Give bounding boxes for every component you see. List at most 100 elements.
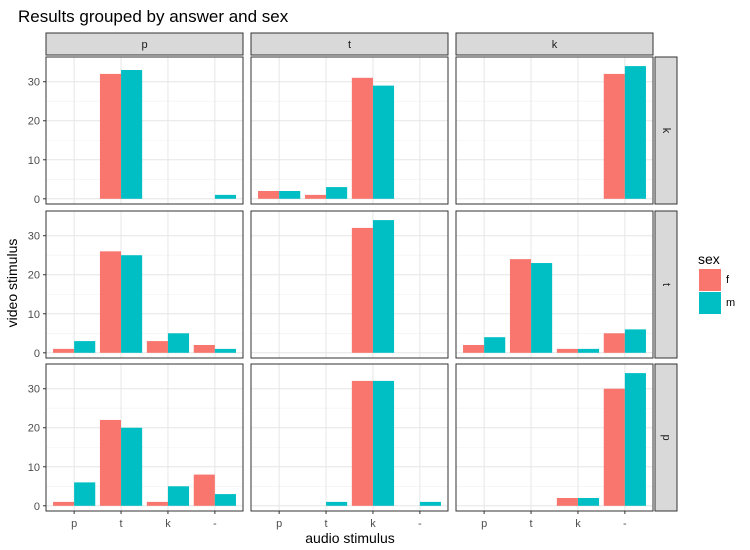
x-tick-label: k <box>165 518 171 530</box>
bar-f-t <box>509 259 532 353</box>
panel-k-t <box>455 210 654 359</box>
bar-m-k <box>372 220 395 353</box>
bar-f-k <box>556 497 578 506</box>
panel-p-t: 0 10 20 30 <box>28 210 244 360</box>
legend: sex fm <box>698 251 735 314</box>
row-strip-bg <box>654 363 678 512</box>
bar-m-p <box>74 341 96 353</box>
bar-m-p <box>484 337 506 353</box>
bar-m-t <box>326 501 348 506</box>
bar-m-- <box>624 329 646 353</box>
column-strip-bg <box>45 32 244 56</box>
bar-m-t <box>121 70 143 199</box>
row-strip-label: p <box>660 434 672 440</box>
bar-m-p <box>279 190 301 199</box>
bar-m-- <box>214 348 236 353</box>
bar-f-- <box>603 333 625 353</box>
column-strip-k: k <box>455 32 654 56</box>
bar-f-t <box>99 73 122 199</box>
y-tick-label: 10 <box>28 309 40 321</box>
bar-f-p <box>53 348 75 353</box>
panel-border <box>455 56 654 205</box>
column-strip-bg <box>455 32 654 56</box>
column-strip-label: t <box>348 39 351 51</box>
panel-border <box>45 210 244 359</box>
row-strip-label: t <box>660 283 672 286</box>
bar-m-- <box>624 66 646 199</box>
bar-m-- <box>624 373 646 506</box>
bar-m-k <box>577 497 600 506</box>
legend-swatch <box>699 269 721 291</box>
x-tick-label: - <box>213 518 217 530</box>
y-tick-label: 20 <box>28 270 40 282</box>
bar-f-p <box>258 190 280 199</box>
panel-grid <box>251 211 448 358</box>
panel-grid <box>46 57 243 204</box>
bar-f-k <box>146 501 168 506</box>
panel-grid <box>251 364 448 511</box>
facet-grid: p t k k t p 0 10 20 30 0 10 20 30 0 10 20 30 p t k - p t k - p t k - <box>28 32 678 530</box>
x-tick-label: - <box>623 518 627 530</box>
bar-m-t <box>121 255 143 353</box>
y-axis-title: video stimulus <box>4 239 20 328</box>
panel-t-t <box>250 210 449 359</box>
y-tick-label: 0 <box>34 348 40 360</box>
y-tick-label: 20 <box>28 116 40 128</box>
bar-f-k <box>351 77 373 199</box>
bar-f-- <box>603 73 625 199</box>
x-tick-label: k <box>370 518 376 530</box>
row-strip-k: k <box>654 56 678 205</box>
bar-f-- <box>193 474 215 506</box>
legend-title: sex <box>698 251 720 267</box>
x-tick-label: t <box>120 518 123 530</box>
x-tick-label: p <box>481 518 487 530</box>
chart-title: Results grouped by answer and sex <box>18 7 289 26</box>
bar-f-k <box>351 227 373 353</box>
column-strip-label: p <box>141 39 147 51</box>
bar-m-k <box>577 348 600 353</box>
bar-f-k <box>146 341 168 353</box>
bar-m-- <box>419 501 441 506</box>
x-tick-label: k <box>575 518 581 530</box>
column-strip-label: k <box>552 39 558 51</box>
bar-m-- <box>214 194 236 199</box>
bar-f-k <box>351 380 373 506</box>
bar-m-k <box>167 486 190 506</box>
row-strip-label: k <box>660 128 672 134</box>
panel-t-k <box>250 56 449 205</box>
legend-label: m <box>726 297 735 309</box>
panel-border <box>455 210 654 359</box>
y-tick-label: 30 <box>28 384 40 396</box>
bar-f-p <box>463 344 485 353</box>
column-strip-bg <box>250 32 449 56</box>
row-strip-p: p <box>654 363 678 512</box>
x-tick-label: p <box>276 518 282 530</box>
panel-p-p: 0 10 20 30 p t k - <box>28 363 244 530</box>
y-tick-label: 10 <box>28 462 40 474</box>
bar-f-t <box>99 251 122 353</box>
row-strip-bg <box>654 210 678 359</box>
bar-f-t <box>304 194 327 199</box>
bar-m-k <box>167 333 190 353</box>
bar-m-- <box>214 494 236 506</box>
x-tick-label: - <box>418 518 422 530</box>
bar-m-k <box>372 85 395 199</box>
bar-f-k <box>556 348 578 353</box>
panel-border <box>45 363 244 512</box>
y-tick-label: 30 <box>28 231 40 243</box>
y-tick-label: 10 <box>28 155 40 167</box>
bar-f-p <box>53 501 75 506</box>
panel-border <box>250 363 449 512</box>
legend-item-m: m <box>699 292 735 314</box>
panel-grid <box>251 57 448 204</box>
panel-p-k: 0 10 20 30 <box>28 56 244 206</box>
y-tick-label: 20 <box>28 423 40 435</box>
y-tick-label: 30 <box>28 77 40 89</box>
panel-grid <box>46 211 243 358</box>
panel-grid <box>456 211 653 358</box>
panel-border <box>250 56 449 205</box>
x-tick-label: t <box>325 518 328 530</box>
